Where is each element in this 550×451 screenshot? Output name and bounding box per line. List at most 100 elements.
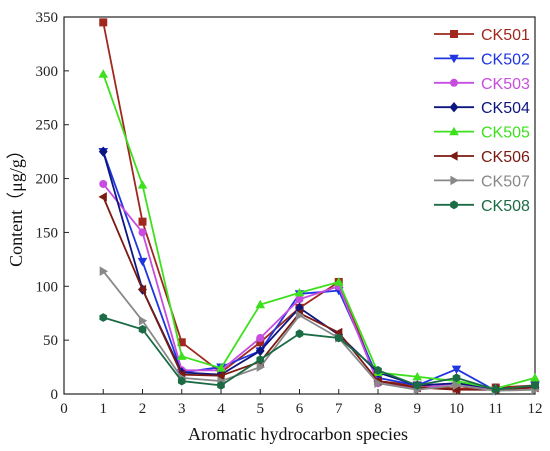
x-tick-label: 12 (528, 401, 543, 417)
data-point-marker (452, 373, 461, 383)
legend-item-ck506: CK506 (434, 149, 530, 166)
x-tick-label: 10 (449, 401, 464, 417)
series-line (102, 22, 536, 390)
x-tick-label: 6 (296, 401, 304, 417)
data-point-marker (374, 378, 383, 389)
data-point-marker (177, 338, 186, 347)
series-ck508 (99, 313, 539, 395)
legend-item-ck504: CK504 (434, 100, 530, 117)
data-point-marker (295, 295, 304, 304)
x-tick-label: 9 (414, 401, 422, 417)
data-point-marker (412, 371, 423, 381)
data-point-marker (217, 380, 225, 390)
data-point-marker (99, 18, 108, 27)
data-point-marker (138, 228, 147, 237)
legend-label: CK503 (481, 76, 530, 93)
data-point-marker (451, 365, 462, 375)
data-point-marker (449, 151, 458, 161)
data-point-marker (138, 324, 147, 334)
data-point-marker (99, 179, 108, 188)
data-point-marker (295, 310, 305, 321)
data-point-marker (99, 266, 109, 277)
data-point-marker (374, 365, 382, 375)
x-tick-label: 3 (178, 401, 186, 417)
x-tick-label: 8 (374, 401, 382, 417)
data-point-marker (137, 284, 147, 295)
y-tick-label: 100 (36, 279, 59, 295)
data-point-marker (531, 380, 539, 390)
legend-item-ck505: CK505 (434, 125, 530, 142)
data-point-marker (216, 363, 226, 372)
series-line (102, 270, 536, 392)
data-point-marker (450, 30, 458, 38)
data-point-marker (450, 200, 458, 210)
legend-label: CK507 (481, 173, 530, 190)
data-point-marker (99, 313, 108, 322)
legend-item-ck501: CK501 (434, 27, 530, 44)
y-tick-label: 150 (36, 225, 59, 241)
series-line (102, 151, 536, 392)
x-tick-label: 7 (335, 401, 343, 417)
y-axis-title: Content（μg/g） (6, 141, 26, 267)
data-point-marker (450, 78, 458, 87)
data-point-marker (256, 355, 265, 364)
data-point-marker (176, 351, 187, 360)
data-point-marker (491, 385, 500, 395)
legend-item-ck508: CK508 (434, 198, 530, 215)
legend-label: CK505 (481, 125, 530, 142)
data-point-marker (137, 257, 148, 267)
data-point-marker (295, 329, 304, 339)
y-tick-label: 200 (36, 172, 59, 188)
data-point-marker (138, 217, 147, 226)
series-line (102, 151, 536, 390)
series-ck504 (98, 146, 540, 394)
y-tick-label: 300 (36, 64, 59, 80)
data-point-marker (333, 277, 344, 286)
series-layer (98, 18, 540, 396)
legend: CK501 CK502 CK503 CK504 CK505 CK506 CK507 CK508 (434, 27, 530, 215)
x-tick-label: 5 (257, 401, 265, 417)
legend-label: CK501 (481, 27, 530, 44)
data-point-marker (334, 333, 343, 343)
data-point-marker (216, 370, 225, 381)
legend-item-ck502: CK502 (434, 51, 530, 68)
data-point-marker (413, 380, 422, 390)
data-point-marker (449, 102, 459, 113)
data-point-marker (295, 302, 304, 314)
data-point-marker (451, 384, 461, 395)
x-tick-label: 0 (60, 401, 68, 417)
data-point-marker (98, 69, 109, 78)
y-tick-label: 250 (36, 118, 59, 134)
y-tick-label: 50 (43, 333, 58, 349)
y-tick-label: 0 (51, 387, 59, 403)
x-axis-title: Aromatic hydrocarbon species (188, 424, 408, 444)
data-point-marker (452, 380, 462, 391)
data-point-marker (294, 287, 305, 297)
data-point-marker (98, 192, 107, 202)
legend-item-ck507: CK507 (434, 173, 530, 190)
series-line (102, 196, 536, 391)
legend-label: CK502 (481, 51, 530, 68)
data-point-marker (177, 376, 186, 386)
data-point-marker (256, 333, 265, 342)
data-point-marker (256, 338, 265, 347)
data-point-marker (530, 373, 540, 382)
legend-label: CK504 (481, 100, 530, 117)
data-point-marker (138, 315, 148, 326)
legend-label: CK506 (481, 149, 530, 166)
data-point-marker (256, 362, 266, 372)
x-tick-label: 4 (217, 401, 225, 417)
series-ck505 (98, 69, 540, 393)
data-point-marker (449, 54, 459, 64)
x-tick-label: 11 (489, 401, 503, 417)
y-tick-label: 350 (36, 10, 59, 26)
data-point-marker (98, 146, 108, 157)
data-point-marker (137, 180, 148, 189)
legend-label: CK508 (481, 198, 530, 215)
data-point-marker (255, 299, 266, 309)
legend-item-ck503: CK503 (434, 76, 530, 93)
data-point-marker (449, 126, 459, 136)
x-tick-label: 1 (100, 401, 108, 417)
